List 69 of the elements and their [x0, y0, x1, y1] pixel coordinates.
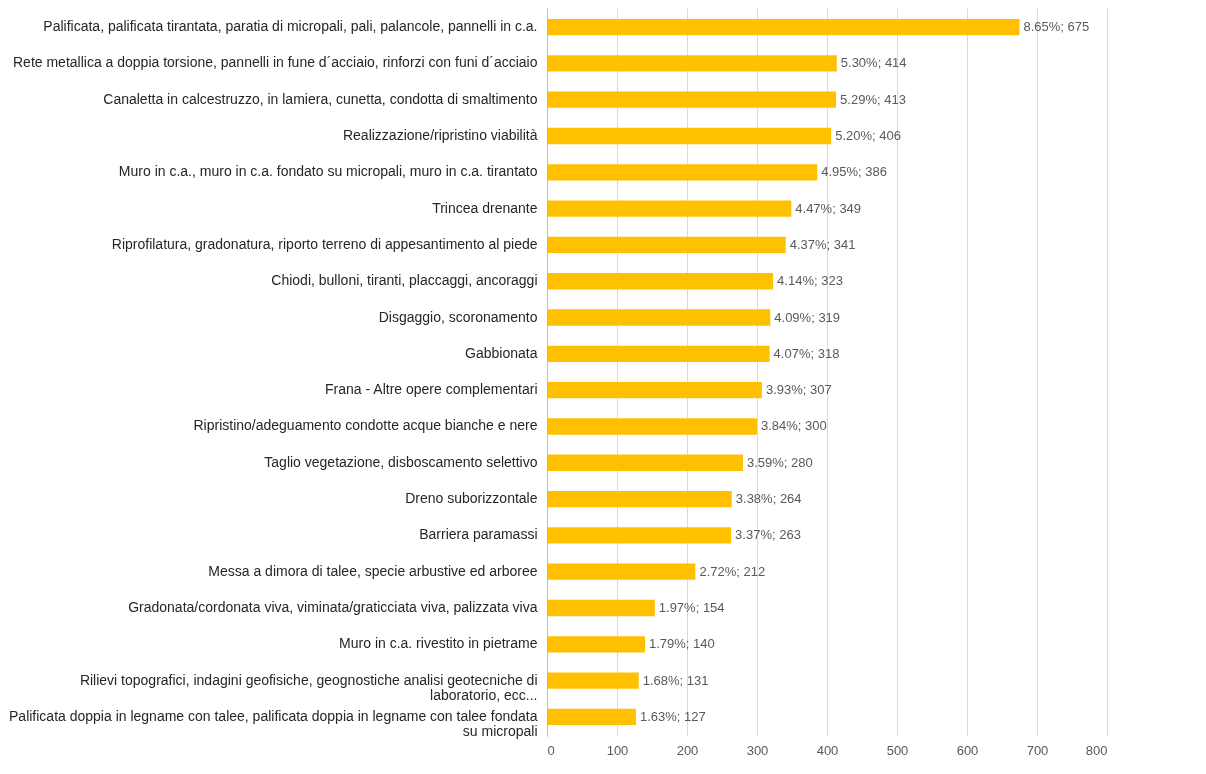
data-label: 3.59%; 280: [747, 454, 813, 470]
y-tick-label: Chiodi, bulloni, tiranti, placcaggi, ancoraggi: [271, 272, 538, 289]
y-tick-label: Ripristino/adeguamento condotte acque bianche e nere: [193, 417, 538, 434]
y-tick-label: Muro in c.a. rivestito in pietrame: [339, 635, 538, 652]
x-tick-label: 600: [956, 742, 979, 758]
x-tick-label: 300: [746, 742, 769, 758]
y-tick-label: Riprofilatura, gradonatura, riporto terreno di appesantimento al piede: [111, 235, 538, 252]
bar: [547, 454, 743, 471]
x-tick-label: 100: [606, 742, 629, 758]
data-label: 3.84%; 300: [761, 418, 827, 434]
bar: [547, 273, 774, 290]
data-label: 5.30%; 414: [840, 55, 907, 71]
y-tick-label: Palificata, palificata tirantata, paratia di micropali, pali, palancole, pannelli in c.a.: [43, 18, 538, 35]
bar: [547, 55, 837, 72]
bar: [547, 164, 818, 181]
bar: [547, 345, 770, 363]
bar: [547, 599, 655, 617]
bar: [547, 200, 792, 217]
data-label: 5.20%; 406: [835, 127, 901, 143]
data-label: 4.07%; 318: [773, 345, 840, 361]
y-tick-label: Trincea drenante: [432, 199, 538, 216]
bar: [547, 563, 696, 580]
bar: [547, 708, 636, 726]
data-label: 8.65%; 675: [1023, 19, 1090, 35]
x-tick-label: 0: [547, 742, 555, 758]
y-tick-label: Disgaggio, scoronamento: [378, 308, 538, 325]
y-tick-label: Gabbionata: [465, 344, 538, 361]
y-tick-label: Frana - Altre opere complementari: [325, 381, 538, 398]
data-label: 3.37%; 263: [735, 527, 801, 543]
bar: [547, 127, 832, 145]
bar: [547, 636, 645, 653]
bar: [547, 490, 732, 508]
data-label: 2.72%; 212: [699, 563, 766, 579]
y-tick-label: Palificata doppia in legname con talee, palificata doppia in legname con talee fondata su micropali: [9, 707, 538, 739]
data-label: 4.47%; 349: [795, 200, 862, 216]
y-tick-label: Realizzazione/ripristino viabilità: [342, 126, 538, 143]
data-label: 3.38%; 264: [735, 491, 802, 507]
bar: [547, 672, 639, 689]
bar: [547, 309, 771, 326]
x-tick-label: 500: [886, 742, 909, 758]
bar: [547, 236, 786, 254]
x-tick-label: 200: [676, 742, 699, 758]
bar: [547, 527, 732, 544]
y-tick-label: Canaletta in calcestruzzo, in lamiera, cunetta, condotta di smaltimento: [103, 90, 538, 107]
data-label: 1.79%; 140: [649, 636, 715, 652]
y-tick-label: Rilievi topografici, indagini geofisiche, geognostiche analisi geotecniche di laboratorio, ecc...: [79, 671, 538, 703]
y-tick-label: Muro in c.a., muro in c.a. fondato su micropali, muro in c.a. tirantato: [118, 163, 538, 180]
data-label: 1.97%; 154: [658, 600, 725, 616]
y-tick-label: Rete metallica a doppia torsione, pannelli in fune d´acciaio, rinforzi con funi d´acciaio: [12, 54, 538, 71]
y-tick-label: Dreno suborizzontale: [405, 490, 538, 507]
data-label: 4.09%; 319: [774, 309, 841, 325]
y-tick-label: Barriera paramassi: [419, 526, 538, 543]
bar: [547, 381, 762, 399]
x-tick-label: 700: [1026, 742, 1049, 758]
data-label: 5.29%; 413: [840, 91, 906, 107]
bar: [547, 418, 757, 435]
data-label: 4.14%; 323: [777, 273, 843, 289]
data-label: 4.37%; 341: [789, 236, 856, 252]
data-label: 3.93%; 307: [765, 382, 832, 398]
data-label: 1.63%; 127: [639, 708, 706, 724]
y-tick-label: Gradonata/cordonata viva, viminata/graticciata viva, palizzata viva: [128, 599, 538, 616]
x-tick-label: 800: [1085, 742, 1108, 758]
x-tick-label: 400: [816, 742, 839, 758]
data-label: 4.95%; 386: [821, 164, 887, 180]
y-tick-label: Taglio vegetazione, disboscamento selettivo: [264, 453, 538, 470]
data-label: 1.68%; 131: [642, 672, 709, 688]
bar: [547, 91, 837, 108]
bar: [547, 18, 1020, 36]
y-tick-label: Messa a dimora di talee, specie arbustive ed arboree: [208, 562, 538, 579]
